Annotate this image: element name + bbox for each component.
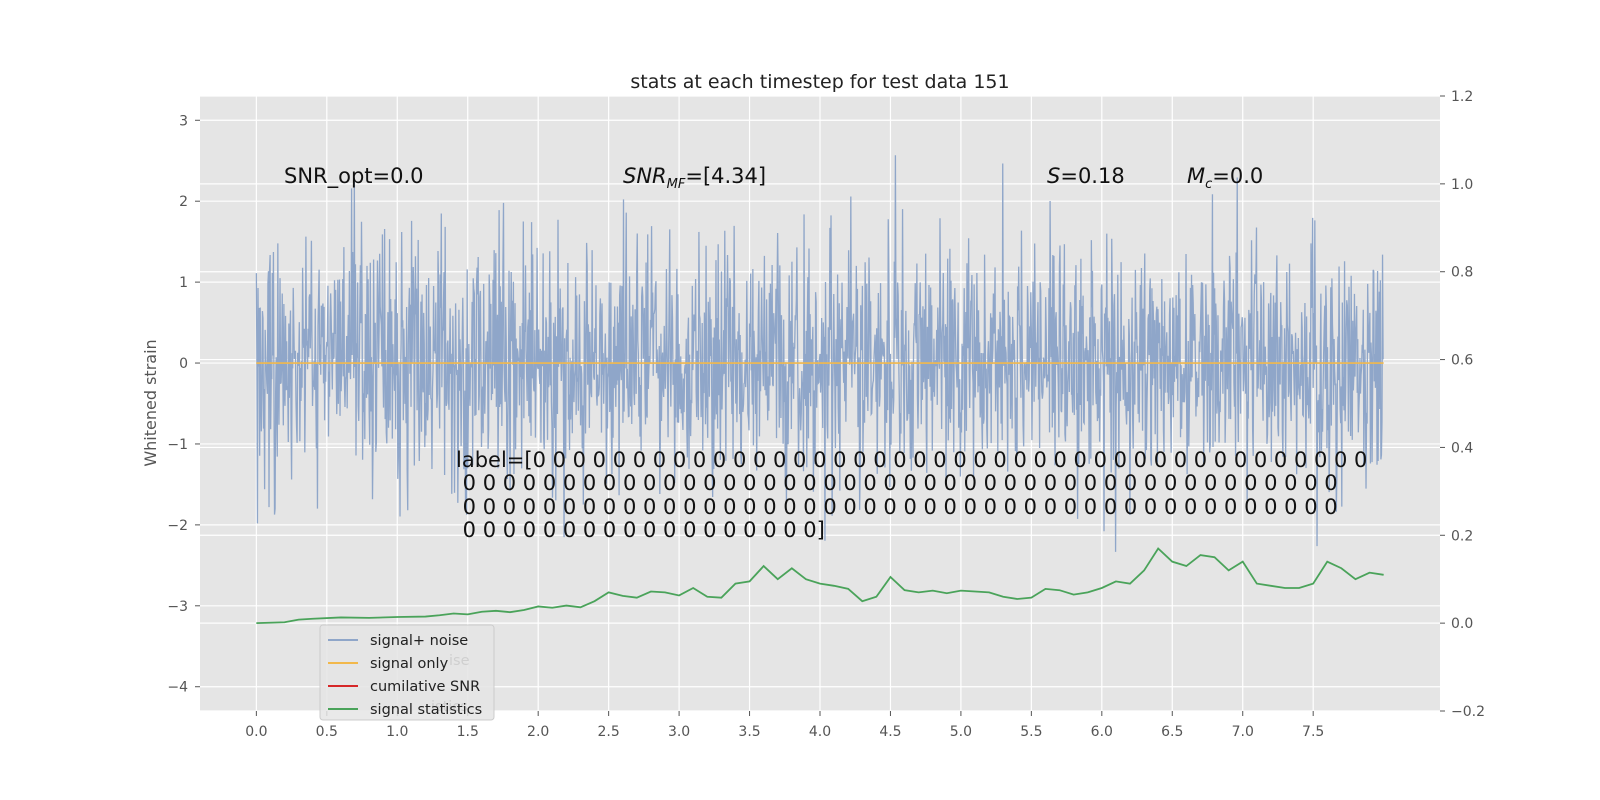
y-left-tick-label: −3	[167, 599, 188, 615]
legend-box	[319, 624, 495, 721]
signal-noise-line	[255, 155, 1384, 552]
y-right-tick-label: 0.2	[1451, 528, 1473, 544]
x-tick-label: 2.0	[527, 724, 549, 740]
snr-opt-annotation: SNR_opt=0.0	[284, 164, 424, 189]
y-left-tick-label: −2	[167, 518, 188, 534]
y-left-tick-label: 2	[179, 194, 188, 210]
y-right-tick-label: 1.0	[1451, 177, 1473, 193]
snr-mf-main: SNR	[623, 164, 667, 188]
x-tick-label: 0.0	[245, 724, 267, 740]
snr-mf-value: =[4.34]	[685, 164, 766, 188]
x-tick-label: 6.0	[1091, 724, 1113, 740]
x-tick-label: 7.5	[1302, 724, 1324, 740]
mc-annotation: Mc=0.0	[1187, 164, 1263, 192]
y-right-tick-label: 0.8	[1451, 265, 1473, 281]
x-axis-ticks: 0.0 0.5 1.0 1.5 2.0 2.5 3.0 3.5 4.0 4.5 5.0 5.5 6.0 6…	[245, 711, 1324, 740]
y-left-tick-label: −4	[167, 680, 188, 696]
snr-mf-subscript: MF	[667, 177, 686, 192]
label-line-4: 0 0 0 0 0 0 0 0 0 0 0 0 0 0 0 0 0 0]	[456, 518, 825, 542]
x-tick-label: 4.5	[879, 724, 901, 740]
x-tick-label: 5.5	[1020, 724, 1042, 740]
mc-value: =0.0	[1212, 164, 1263, 188]
y-left-tick-label: 1	[179, 275, 188, 291]
y-right-tick-label: 1.2	[1451, 89, 1473, 105]
s-main: S	[1047, 164, 1060, 188]
signal-statistics-series	[256, 547, 1384, 625]
y-right-tick-label: 0.6	[1451, 353, 1473, 369]
snr-mf-annotation: SNRMF=[4.34]	[623, 164, 766, 192]
label-line-1: label=[0 0 0 0 0 0 0 0 0 0 0 0 0 0 0 0 0…	[456, 448, 1367, 472]
x-tick-label: 6.5	[1161, 724, 1183, 740]
s-value: =0.18	[1060, 164, 1124, 188]
y-axis-left-ticks: 3 2 1 0 −1 −2 −3 −4	[167, 113, 200, 696]
y-right-tick-label: −0.2	[1451, 704, 1485, 720]
y-left-tick-label: 3	[179, 113, 188, 129]
x-tick-label: 1.5	[457, 724, 479, 740]
x-tick-label: 4.0	[809, 724, 831, 740]
y-axis-right-ticks: 1.2 1.0 0.8 0.6 0.4 0.2 0.0 −0.2	[1440, 89, 1485, 720]
mc-main: M	[1187, 164, 1205, 188]
legend-ghost-text-1: ise	[449, 653, 470, 669]
legend-signal-label: signal only	[370, 656, 449, 672]
y-axis-label: Whitened strain	[141, 339, 160, 466]
label-annotation: label=[0 0 0 0 0 0 0 0 0 0 0 0 0 0 0 0 0…	[456, 448, 1367, 542]
y-right-tick-label: 0.4	[1451, 440, 1473, 456]
signal-statistics-line	[256, 547, 1384, 625]
label-line-3: 0 0 0 0 0 0 0 0 0 0 0 0 0 0 0 0 0 0 0 0 …	[456, 495, 1338, 519]
s-annotation: S=0.18	[1047, 164, 1125, 188]
label-line-2: 0 0 0 0 0 0 0 0 0 0 0 0 0 0 0 0 0 0 0 0 …	[456, 471, 1338, 495]
mc-subscript: c	[1205, 177, 1212, 192]
y-right-tick-label: 0.0	[1451, 616, 1473, 632]
x-tick-label: 3.5	[738, 724, 760, 740]
y-left-tick-label: −1	[167, 437, 188, 453]
legend-ghost-text-2: istics	[431, 699, 468, 715]
x-tick-label: 3.0	[668, 724, 690, 740]
signal-noise-series	[255, 155, 1384, 552]
legend-noise-label: signal+ noise	[370, 633, 468, 649]
y-left-tick-label: 0	[179, 356, 188, 372]
x-tick-label: 7.0	[1232, 724, 1254, 740]
legend-snr-label: cumilative SNR	[370, 679, 480, 695]
x-tick-label: 1.0	[386, 724, 408, 740]
legend-stats-label: signal statistics	[370, 702, 482, 718]
chart-title: stats at each timestep for test data 151	[630, 71, 1009, 93]
x-tick-label: 5.0	[950, 724, 972, 740]
legend: ise istics signal+ noise signal only cum…	[319, 624, 495, 721]
x-tick-label: 2.5	[598, 724, 620, 740]
x-tick-label: 0.5	[316, 724, 338, 740]
